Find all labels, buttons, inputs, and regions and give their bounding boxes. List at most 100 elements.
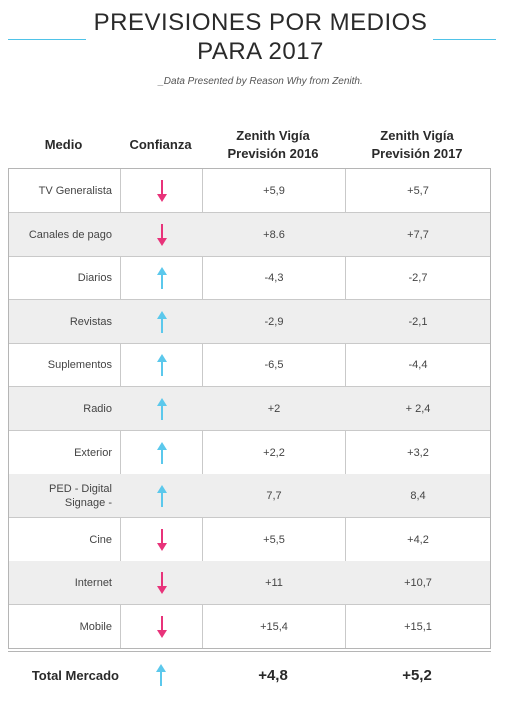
prevision-2016-value: 7,7 [266,490,282,503]
medio-cell: Suplementos [9,343,120,387]
medio-label-line-1: Cine [89,533,112,546]
prevision-2017-value: +4,2 [407,533,429,546]
medio-label: Radio [83,402,112,416]
page-title-line-2: PARA 2017 [197,38,324,65]
table-row: Revistas -2,9 -2,1 [9,299,490,344]
medio-label-line-1: Exterior [74,446,112,459]
prevision-2016-value: +2 [267,403,281,415]
medio-cell: Revistas [9,300,120,344]
title-decor-line-left [8,39,86,40]
medio-label-line-1: Mobile [79,621,112,633]
prevision-2016-value: +2,2 [263,446,285,459]
table-header: Medio Confianza Zenith Vigía Previsión 2… [0,122,521,168]
confianza-cell [121,431,202,475]
arrow-up-icon [156,354,167,377]
header-prevision-2016-line-1: Zenith Vigía [236,128,310,143]
arrow-up-icon [156,398,167,420]
confianza-cell [121,474,202,518]
medio-cell: Diarios [9,256,120,300]
medio-cell: Mobile [9,605,120,649]
prevision-2016-value: -4,3 [264,272,284,285]
medio-label: TV Generalista [39,184,112,198]
prevision-2016-value: +8.6 [263,228,285,241]
prevision-2017-value: -2,7 [408,272,428,285]
header-prevision-2017-line-2: Previsión 2017 [371,146,463,161]
arrow-up-icon [156,485,167,508]
table-row: Diarios -4,3 -2,7 [9,256,490,301]
header-prevision-2017: Zenith Vigía Previsión 2017 [345,122,489,168]
prevision-2017-value: +7,7 [407,228,429,241]
total-row: Total Mercado +4,8 +5,2 [8,655,491,695]
table-row: Radio +2 + 2,4 [9,387,490,431]
prevision-2016-value: -2,9 [264,315,284,328]
medio-label-line-1: Radio [83,403,112,415]
medio-label: Internet [75,576,112,590]
medio-label: Exterior [74,446,112,460]
medio-cell: Canales de pago [9,213,120,257]
medio-label-line-1: TV Generalista [38,185,112,197]
medio-label: Cine [89,533,112,547]
medio-cell: Radio [9,387,120,431]
total-confianza-cell [120,655,201,695]
prevision-2017-value: +3,2 [407,446,429,459]
medio-label: Diarios [78,271,112,285]
medio-label-line-1: Revistas [69,315,112,328]
header-prevision-2016-line-2: Previsión 2016 [227,146,319,161]
table-row: Canales de pago +8.6 +7,7 [9,212,490,257]
header-medio: Medio [44,137,83,152]
source-note: _Data Presented by Reason Why from Zenit… [158,76,363,87]
arrow-up-icon [155,664,166,686]
medio-label-line-1: Internet [74,577,112,590]
medio-label: Mobile [80,620,112,634]
confianza-cell [121,300,202,344]
table-row: PED - Digital Signage - 7,7 8,4 [9,474,490,519]
prevision-2017-value: +5,7 [407,185,429,197]
arrow-up-icon [156,441,167,464]
arrow-down-icon [156,223,167,246]
medio-label-line-1: PED - Digital [49,483,112,496]
medio-label-line-1: Suplementos [47,359,112,372]
prevision-2017-value: -4,4 [408,359,428,372]
arrow-up-icon [156,267,167,290]
medio-cell: Exterior [9,431,120,475]
prevision-2017-value: 8,4 [410,490,426,503]
forecast-table: TV Generalista +5,9 +5,7 Canales de pago +8.… [8,168,491,649]
header-prevision-2016: Zenith Vigía Previsión 2016 [202,122,344,168]
total-prevision-2016: +4,8 [258,666,288,684]
table-row: Internet +11 +10,7 [9,561,490,606]
confianza-cell [121,256,202,300]
table-row: Suplementos -6,5 -4,4 [9,343,490,388]
table-row: Cine +5,5 +4,2 [9,518,490,562]
title-block: PREVISIONES POR MEDIOS PARA 2017 [0,8,521,66]
header-confianza: Confianza [129,137,192,152]
prevision-2016-value: +15,4 [260,621,288,633]
prevision-2016-value: +5,9 [263,185,285,197]
table-row: TV Generalista +5,9 +5,7 [9,169,490,213]
arrow-down-icon [156,616,167,638]
medio-label-line-2: Signage - [64,497,112,510]
total-divider [8,651,491,652]
medio-label-line-1: Canales de pago [28,228,112,241]
table-row: Exterior +2,2 +3,2 [9,431,490,475]
prevision-2017-value: + 2,4 [405,403,431,415]
confianza-cell [121,169,202,213]
confianza-cell [121,561,202,605]
prevision-2016-value: -6,5 [264,359,284,372]
arrow-down-icon [156,180,167,202]
prevision-2017-value: -2,1 [408,315,428,328]
confianza-cell [121,213,202,257]
header-prevision-2017-line-1: Zenith Vigía [380,128,454,143]
medio-label: PED - Digital Signage - [49,482,112,510]
table-row: Mobile +15,4 +15,1 [9,605,490,649]
total-label: Total Mercado [31,667,119,683]
page-title-line-1: PREVISIONES POR MEDIOS [93,9,428,36]
title-decor-line-right [433,39,496,40]
prevision-2016-value: +5,5 [263,533,285,546]
medio-cell: Cine [9,518,120,562]
arrow-down-icon [156,528,167,551]
medio-cell: Internet [9,561,120,605]
medio-label: Suplementos [48,358,112,372]
arrow-down-icon [156,572,167,595]
prevision-2016-value: +11 [265,577,283,590]
medio-cell: TV Generalista [9,169,120,213]
